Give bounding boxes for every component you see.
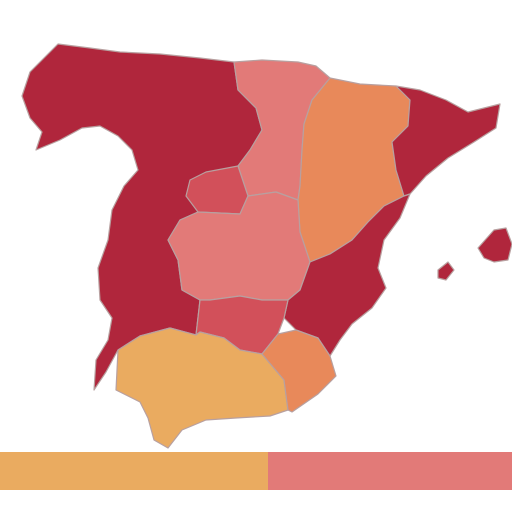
legend-segment-pink [268, 452, 512, 490]
region-murcia-southeast[interactable] [261, 329, 337, 413]
legend-segment-light-orange [0, 452, 268, 490]
spain-regions-map [21, 43, 512, 449]
region-balearic-islands-small[interactable] [437, 261, 455, 281]
region-balearic-islands[interactable] [477, 227, 512, 263]
region-northeast-ebro[interactable] [297, 77, 411, 263]
map-area [21, 43, 512, 449]
region-catalonia[interactable] [391, 85, 501, 197]
legend-bar [0, 452, 512, 512]
region-andalusia[interactable] [115, 327, 289, 449]
